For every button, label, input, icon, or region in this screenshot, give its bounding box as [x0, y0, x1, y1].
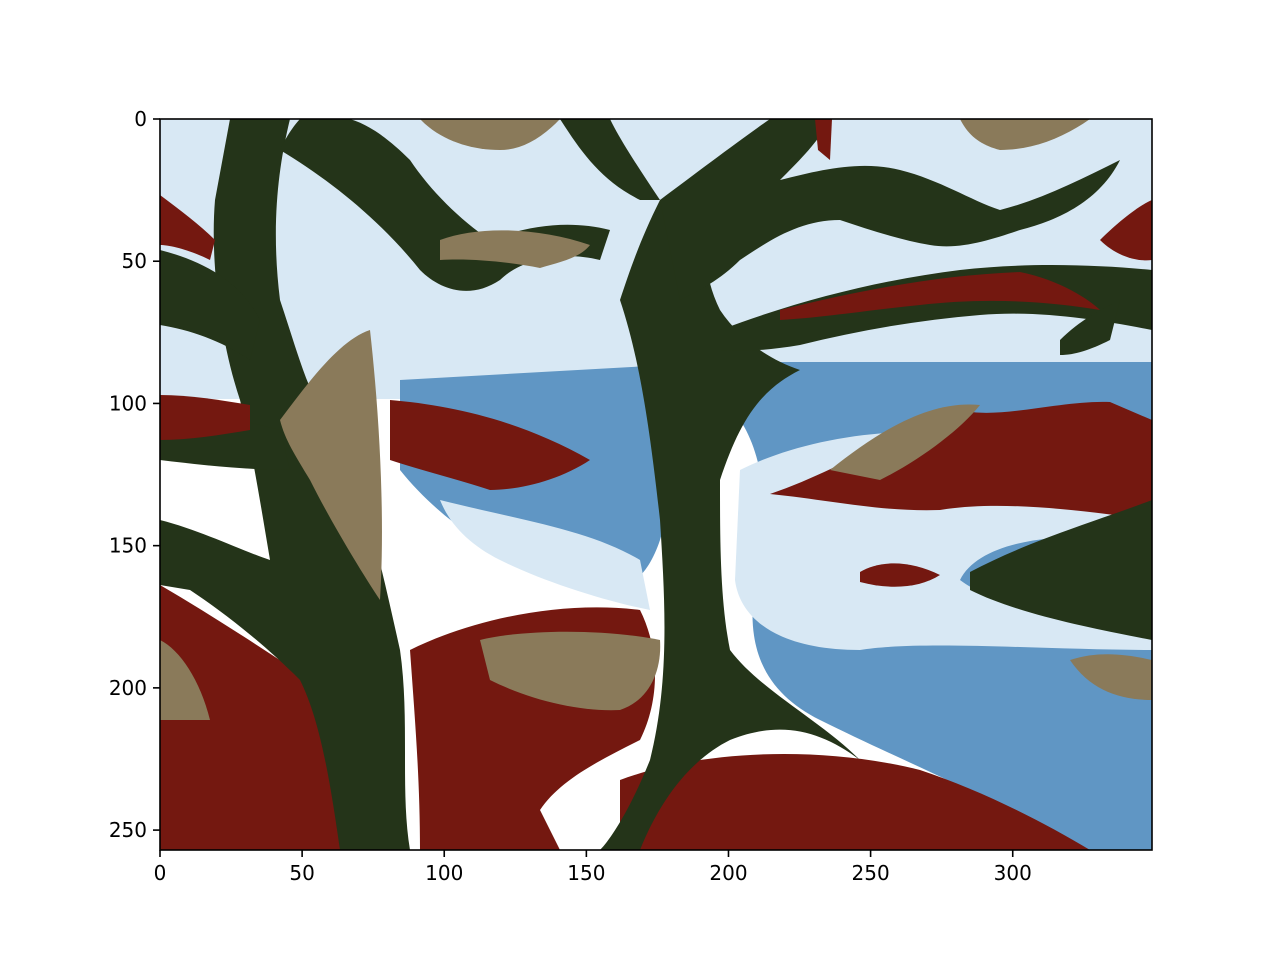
shore-right [970, 500, 1152, 640]
x-tick-label: 100 [425, 861, 463, 885]
ground-center-tan [480, 631, 661, 711]
branch-left-red-upper [160, 195, 215, 260]
x-axis: 0 50 100 150 200 250 300 [154, 850, 1032, 885]
x-tick-label: 0 [154, 861, 167, 885]
x-tick-label: 250 [852, 861, 890, 885]
image-area [160, 119, 1152, 850]
trunk-left-tan [280, 330, 382, 600]
shore-right-low [1070, 654, 1152, 700]
branch-top-tan [420, 119, 560, 150]
y-tick-label: 50 [122, 249, 147, 273]
hill-right-tan [830, 404, 980, 480]
branch-top-right-red [815, 119, 832, 160]
branch-tip-right [1060, 300, 1120, 355]
plot-frame [159, 118, 1153, 851]
hill-left [390, 400, 590, 490]
ground-left-tan [160, 640, 210, 720]
y-tick-label: 150 [109, 534, 147, 558]
ground-right [620, 753, 1090, 850]
branch-right-red [780, 272, 1100, 320]
y-tick-label: 100 [109, 391, 147, 415]
branch-left-red [160, 395, 250, 440]
y-tick-label: 200 [109, 676, 147, 700]
x-tick-label: 200 [709, 861, 747, 885]
y-tick-label: 250 [109, 818, 147, 842]
river-highlight-left [440, 500, 650, 610]
y-axis: 0 50 100 150 200 250 [109, 107, 160, 842]
x-tick-label: 150 [567, 861, 605, 885]
branch-left-mid [160, 250, 260, 360]
branch-top-right-tan [960, 119, 1090, 150]
branch-center-right [560, 119, 660, 200]
branch-upper-right [660, 119, 1120, 300]
trunk-center [600, 180, 860, 850]
hill-right [770, 401, 1152, 520]
y-tick-label: 0 [134, 107, 147, 131]
branch-far-right-red [1100, 200, 1152, 261]
x-tick-label: 50 [289, 861, 314, 885]
ground-left [160, 585, 360, 850]
islet [860, 563, 940, 587]
branch-center-tan [440, 230, 590, 268]
x-tick-label: 300 [994, 861, 1032, 885]
